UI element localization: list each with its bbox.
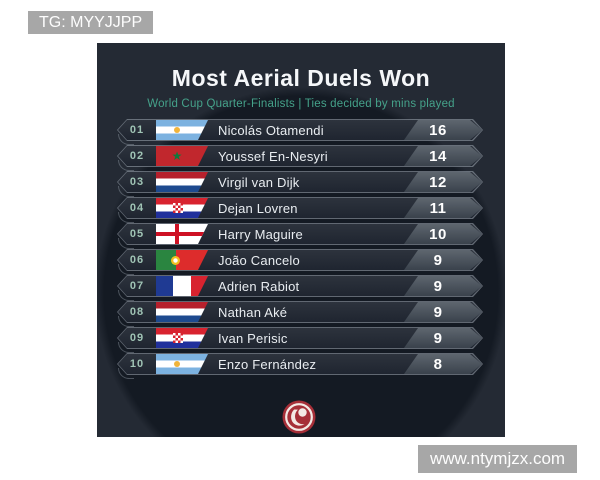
player-name: Harry Maguire (218, 226, 303, 242)
value-label: 9 (433, 303, 443, 321)
value-badge: 10 (404, 224, 482, 244)
argentina-flag (156, 354, 208, 374)
row-banner: 04 Dejan Lovren 11 (117, 197, 483, 219)
value-label: 16 (429, 121, 447, 139)
row-tail-line (118, 368, 134, 379)
croatia-flag (156, 198, 208, 218)
value-label: 9 (433, 329, 443, 347)
table-row: 05 Harry Maguire 10 (117, 223, 483, 249)
player-name: Enzo Fernández (218, 356, 317, 372)
rank-label: 08 (129, 306, 145, 318)
netherlands-flag (156, 172, 208, 192)
row-tail-line (118, 316, 134, 327)
value-badge: 12 (404, 172, 482, 192)
row-banner: 06 João Cancelo 9 (117, 249, 483, 271)
value-badge: 9 (404, 276, 482, 296)
rank-label: 06 (129, 254, 145, 266)
row-tail-line (118, 238, 134, 249)
rank-label: 03 (129, 176, 145, 188)
rank-label: 09 (129, 332, 145, 344)
player-name: Virgil van Dijk (218, 174, 300, 190)
value-label: 8 (433, 355, 443, 373)
row-banner: 03 Virgil van Dijk 12 (117, 171, 483, 193)
onefootball-logo-icon (282, 400, 316, 434)
value-label: 12 (429, 173, 447, 191)
value-badge: 14 (404, 146, 482, 166)
table-row: 07 Adrien Rabiot 9 (117, 275, 483, 301)
value-label: 14 (429, 147, 447, 165)
player-name: Ivan Perisic (218, 330, 288, 346)
value-label: 9 (433, 277, 443, 295)
row-tail-line (118, 160, 134, 171)
argentina-flag (156, 120, 208, 140)
row-banner: 09 Ivan Perisic 9 (117, 327, 483, 349)
value-badge: 9 (404, 302, 482, 322)
telegram-watermark: TG: MYYJJPP (28, 11, 154, 34)
netherlands-flag (156, 302, 208, 322)
table-row: 06 João Cancelo 9 (117, 249, 483, 275)
value-label: 10 (429, 225, 447, 243)
website-watermark: www.ntymjzx.com (418, 445, 578, 473)
england-flag (156, 224, 208, 244)
row-tail-line (118, 290, 134, 301)
page-title: Most Aerial Duels Won (171, 65, 431, 91)
table-row: 09 Ivan Perisic 9 (117, 327, 483, 353)
player-name: Dejan Lovren (218, 200, 298, 216)
rank-label: 07 (129, 280, 145, 292)
value-badge: 11 (404, 198, 482, 218)
value-label: 11 (429, 199, 447, 217)
morocco-flag (156, 146, 208, 166)
value-badge: 9 (404, 250, 482, 270)
table-row: 08 Nathan Aké 9 (117, 301, 483, 327)
table-row: 02 Youssef En-Nesyri 14 (117, 145, 483, 171)
value-label: 9 (433, 251, 443, 269)
table-row: 01 Nicolás Otamendi 16 (117, 119, 483, 145)
row-banner: 10 Enzo Fernández 8 (117, 353, 483, 375)
value-badge: 8 (404, 354, 482, 374)
row-banner: 07 Adrien Rabiot 9 (117, 275, 483, 297)
player-name: Adrien Rabiot (218, 278, 300, 294)
portugal-flag (156, 250, 208, 270)
row-tail-line (118, 342, 134, 353)
value-badge: 16 (404, 120, 482, 140)
row-tail-line (118, 212, 134, 223)
france-flag (156, 276, 208, 296)
rank-label: 02 (129, 150, 145, 162)
row-banner: 08 Nathan Aké 9 (117, 301, 483, 323)
table-row: 10 Enzo Fernández 8 (117, 353, 483, 379)
rank-label: 01 (129, 124, 145, 136)
rank-label: 04 (129, 202, 145, 214)
row-banner: 05 Harry Maguire 10 (117, 223, 483, 245)
table-row: 04 Dejan Lovren 11 (117, 197, 483, 223)
row-tail-line (118, 186, 134, 197)
row-banner: 02 Youssef En-Nesyri 14 (117, 145, 483, 167)
croatia-flag (156, 328, 208, 348)
row-banner: 01 Nicolás Otamendi 16 (117, 119, 483, 141)
player-name: Youssef En-Nesyri (218, 148, 328, 164)
table-row: 03 Virgil van Dijk 12 (117, 171, 483, 197)
value-badge: 9 (404, 328, 482, 348)
row-tail-line (118, 264, 134, 275)
player-name: Nicolás Otamendi (218, 122, 324, 138)
leaderboard: 01 Nicolás Otamendi 16 02 Youssef En-Nes… (117, 119, 483, 379)
player-name: João Cancelo (218, 252, 300, 268)
row-tail-line (118, 134, 134, 145)
page-subtitle: World Cup Quarter-Finalists | Ties decid… (147, 98, 455, 110)
rank-label: 05 (129, 228, 145, 240)
rank-label: 10 (129, 358, 145, 370)
stats-card: Most Aerial Duels Won World Cup Quarter-… (97, 43, 505, 437)
player-name: Nathan Aké (218, 304, 288, 320)
